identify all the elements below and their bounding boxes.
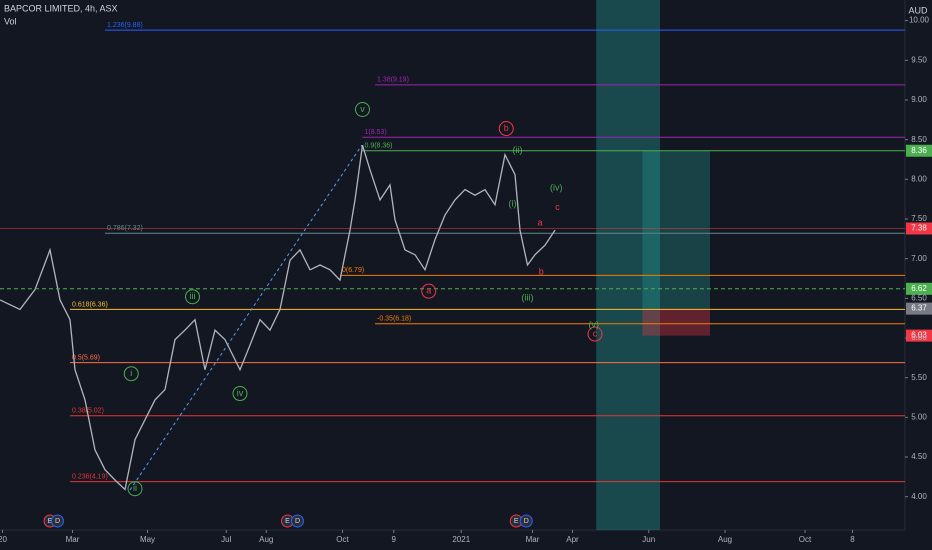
date-range-highlight — [596, 0, 660, 530]
wave-label: b — [539, 267, 544, 277]
wave-label: c — [555, 202, 560, 212]
wave-label: i — [130, 368, 132, 378]
wave-label: iv — [237, 388, 244, 398]
wave-label-circle — [498, 121, 514, 137]
event-label: E — [285, 518, 290, 525]
fib-level-label: 0.9(8.36) — [365, 143, 393, 150]
indicator-label: Vol — [4, 16, 17, 26]
wave-label: (v) — [589, 320, 600, 330]
x-tick-label: Apr — [566, 535, 579, 544]
currency-label: AUD — [908, 5, 928, 15]
wave-label-circle — [421, 283, 437, 299]
price-axis-tag-label: 6.62 — [911, 284, 927, 293]
wave-label-circle — [355, 101, 370, 117]
wave-label-circle — [127, 481, 143, 497]
x-tick-label: Jun — [642, 535, 655, 544]
position-target-zone — [642, 150, 710, 309]
price-axis-tag-label: 6.37 — [911, 304, 927, 313]
y-tick-label: 6.00 — [911, 333, 927, 342]
price-axis-tag-label: 6.03 — [911, 331, 927, 340]
event-label: E — [48, 518, 53, 525]
wave-label: c — [593, 328, 598, 338]
fib-level-label: 0(6.79) — [342, 267, 364, 274]
event-label: D — [524, 518, 529, 525]
wave-label: (i) — [509, 198, 517, 208]
y-tick-label: 10.00 — [909, 16, 930, 25]
x-tick-label: May — [140, 535, 155, 544]
wave-label: v — [360, 104, 365, 114]
wave-label-circle — [587, 326, 603, 342]
fib-level-label: 1(8.53) — [365, 129, 387, 136]
price-axis-tag-label: 7.38 — [911, 224, 927, 233]
fib-level-label: -0.35(6.18) — [377, 316, 411, 323]
y-tick-label: 5.00 — [911, 412, 927, 421]
x-tick-label: Mar — [66, 535, 80, 544]
price-axis-tag — [906, 222, 932, 235]
wave-label: iii — [190, 291, 196, 301]
y-tick-label: 9.50 — [911, 55, 927, 64]
event-marker — [291, 514, 304, 528]
fib-level-label: 0.5(5.69) — [72, 354, 100, 361]
price-axis-tag — [906, 282, 932, 295]
y-tick-label: 9.00 — [911, 95, 927, 104]
x-tick-label: Mar — [526, 535, 540, 544]
fib-level-label: 1.38(9.19) — [377, 77, 409, 84]
event-label: E — [514, 518, 519, 525]
event-label: D — [55, 518, 60, 525]
wave-label: (ii) — [513, 145, 523, 155]
price-line — [0, 145, 556, 491]
position-stop-zone — [642, 308, 710, 336]
wave-label: a — [537, 217, 542, 227]
x-tick-label: Oct — [799, 535, 812, 544]
x-tick-label: 2021 — [452, 535, 470, 544]
price-axis-tag — [906, 302, 932, 315]
y-tick-label: 5.50 — [911, 373, 927, 382]
wave-label: b — [504, 123, 509, 133]
wave-label-circle — [232, 386, 248, 402]
x-tick-label: 9 — [392, 535, 397, 544]
wave-label: (iv) — [550, 182, 563, 192]
event-marker — [519, 514, 533, 528]
wave-label-circle — [123, 366, 139, 382]
plot-area: 1.236(9.88)1.38(9.19)1(8.53)0.9(8.36)0.7… — [0, 0, 905, 530]
x-tick-label: Aug — [259, 535, 273, 544]
event-label: D — [295, 518, 300, 525]
wave-label: (iii) — [522, 293, 534, 303]
fib-level-label: 1.236(9.88) — [107, 22, 143, 29]
y-tick-label: 4.00 — [911, 492, 927, 501]
fib-level-label: 0.38(5.02) — [72, 408, 104, 415]
x-tick-label: Jul — [221, 535, 231, 544]
chart-title: BAPCOR LIMITED, 4h, ASX — [4, 3, 118, 13]
y-tick-label: 8.50 — [911, 135, 927, 144]
fib-level-label: 0.236(4.19) — [72, 473, 108, 480]
event-marker — [51, 514, 64, 528]
price-axis-tag — [906, 144, 932, 157]
x-tick-label: 20 — [0, 535, 7, 544]
x-tick-label: Aug — [718, 535, 732, 544]
fib-level-label: 0.618(6.36) — [72, 301, 108, 308]
wave-label: ii — [133, 483, 137, 493]
x-tick-label: 8 — [850, 535, 855, 544]
wave-label-circle — [185, 289, 200, 305]
y-tick-label: 8.00 — [911, 174, 927, 183]
y-tick-label: 6.50 — [911, 293, 927, 302]
y-tick-label: 7.50 — [911, 214, 927, 223]
wave-label: a — [426, 286, 431, 296]
x-tick-label: Oct — [336, 535, 349, 544]
y-tick-label: 4.50 — [911, 452, 927, 461]
price-axis-tag-label: 8.36 — [911, 146, 927, 155]
price-axis-tag — [906, 329, 932, 342]
y-tick-label: 7.00 — [911, 254, 927, 263]
